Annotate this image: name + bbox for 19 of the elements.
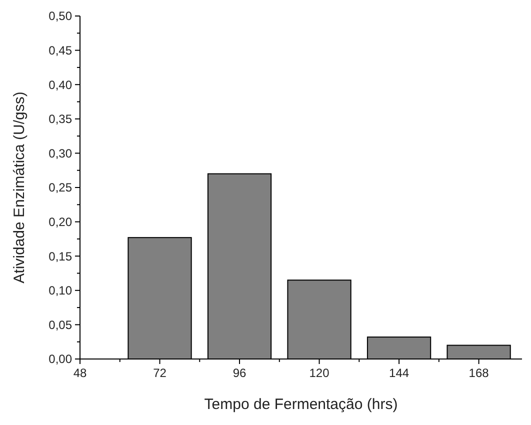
x-tick-label: 144 [389,366,410,380]
x-tick-label: 120 [309,366,330,380]
x-axis-title: Tempo de Fermentação (hrs) [204,396,398,413]
x-tick-label: 168 [468,366,490,380]
x-tick-label: 48 [73,366,87,380]
y-tick-label: 0,50 [48,9,72,24]
y-tick-label: 0,20 [48,215,72,229]
y-tick-label: 0,30 [48,146,72,160]
y-tick-label: 0,35 [48,112,72,126]
y-tick-label: 0,25 [48,180,72,195]
y-tick-label: 0,40 [48,78,72,92]
x-tick-label: 72 [153,366,167,380]
y-tick-label: 0,10 [48,284,72,298]
y-tick-label: 0,15 [48,249,72,264]
y-tick-label: 0,45 [48,44,72,58]
x-tick-label: 96 [232,366,247,380]
y-tick-label: 0,00 [48,352,72,366]
y-tick-label: 0,05 [48,318,72,332]
y-axis-title: Atividade Enzimática (U/gss) [11,92,28,284]
